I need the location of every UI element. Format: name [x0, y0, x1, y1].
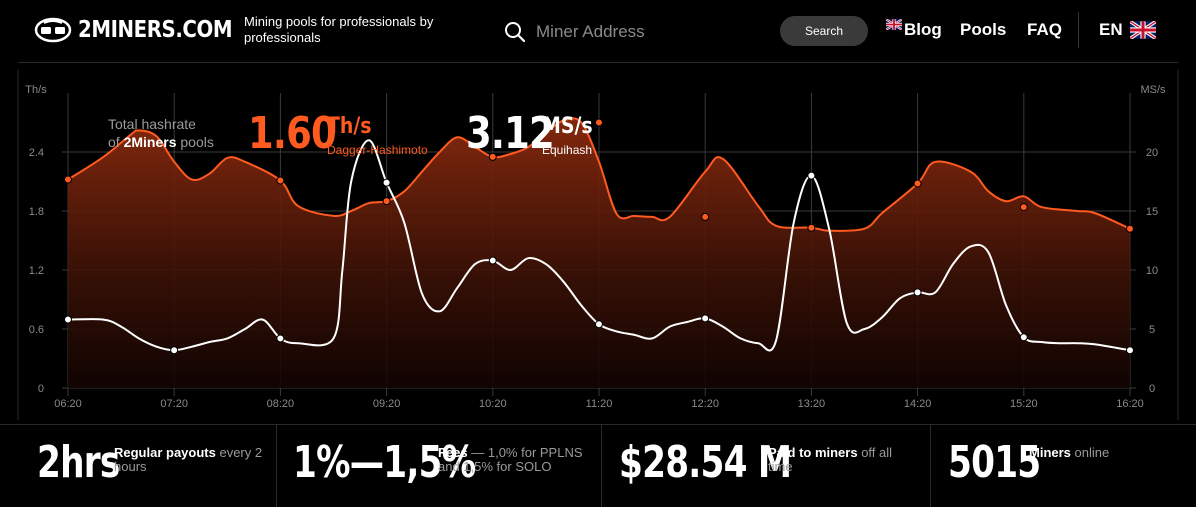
stat-number: 1%—1,5% — [293, 437, 476, 488]
stat-text: Fees — 1,0% for PPLNS and 1,5% for SOLO — [438, 445, 583, 474]
total-hashrate-line1: Total hashrate — [108, 116, 196, 132]
equihash-data-point — [594, 320, 603, 329]
stat-number: $28.54 M — [619, 437, 792, 488]
equihash-data-point — [170, 346, 179, 355]
stat-text: Paid to miners off all time — [768, 445, 893, 474]
stat-divider — [276, 425, 277, 507]
dagger-data-point — [63, 175, 72, 184]
uk-flag-icon — [886, 19, 902, 30]
equihash-data-point — [63, 315, 72, 324]
nav-divider — [1078, 12, 1079, 48]
hashrate-chart-svg: 06:20 07:20 08:20 09:20 10:20 11:20 12:20 13:20… — [17, 70, 1179, 420]
equihash-hashrate-unit: MS/s — [542, 114, 593, 139]
dagger-data-point — [382, 197, 391, 206]
stat-paid: $28.54 M Paid to miners off all time — [602, 425, 930, 507]
nav-blog[interactable]: Blog — [886, 19, 942, 40]
dagger-data-point — [594, 118, 603, 127]
dagger-hashrate-unit: Th/s — [327, 114, 372, 139]
nav-pools[interactable]: Pools — [960, 20, 1007, 39]
dagger-data-point — [1019, 203, 1028, 212]
equihash-data-point — [488, 256, 497, 265]
equihash-data-point — [913, 288, 922, 297]
left-axis-unit: Th/s — [25, 84, 47, 96]
dagger-data-point — [276, 176, 285, 185]
equihash-hashrate-value: 3.12 — [466, 108, 555, 159]
logo[interactable]: 2MINERS.COM — [34, 14, 257, 46]
right-tick-label: 5 — [1149, 324, 1155, 336]
right-tick-label: 10 — [1146, 265, 1158, 277]
brand-name: 2Miners — [123, 134, 177, 150]
equihash-data-point — [1019, 333, 1028, 342]
x-tick-label: 14:20 — [904, 398, 932, 410]
dagger-algo-label: Dagger-Hashimoto — [327, 143, 428, 157]
search-button[interactable]: Search — [780, 16, 868, 46]
x-tick-label: 16:20 — [1116, 398, 1144, 410]
dagger-data-point — [701, 212, 710, 221]
stat-fees: 1%—1,5% Fees — 1,0% for PPLNS and 1,5% f… — [277, 425, 601, 507]
equihash-data-point — [807, 171, 816, 180]
tagline: Mining pools for professionals by profes… — [244, 14, 434, 45]
x-tick-label: 11:20 — [586, 398, 613, 410]
equihash-data-point — [701, 314, 710, 323]
x-tick-label: 15:20 — [1010, 398, 1038, 410]
stat-number: 5015 — [948, 437, 1041, 488]
right-tick-label: 0 — [1149, 383, 1155, 395]
x-tick-label: 06:20 — [54, 398, 82, 410]
equihash-data-point — [1125, 346, 1134, 355]
stat-text: Miners online — [1029, 445, 1110, 460]
equihash-algo-label: Equihash — [542, 143, 593, 157]
dagger-data-point — [1125, 224, 1134, 233]
left-tick-label: 1.2 — [29, 265, 44, 277]
dagger-data-point — [807, 223, 816, 232]
left-tick-label: 0.6 — [29, 324, 44, 336]
nav-faq[interactable]: FAQ — [1027, 20, 1062, 39]
stat-miners: 5015 Miners online — [931, 425, 1196, 507]
x-tick-label: 13:20 — [798, 398, 826, 410]
right-axis-unit: MS/s — [1140, 84, 1166, 96]
miner-address-input[interactable] — [536, 22, 736, 42]
stat-divider — [601, 425, 602, 507]
dagger-hashrate-value: 1.60 — [248, 108, 337, 159]
equihash-data-point — [276, 334, 285, 343]
logo-icon — [34, 17, 72, 43]
x-tick-label: 12:20 — [691, 398, 719, 410]
language-selector[interactable]: EN — [1099, 20, 1156, 40]
site-header: 2MINERS.COM Mining pools for professiona… — [0, 0, 1196, 62]
stat-payouts: 2hrs Regular payouts every 2 hours — [0, 425, 276, 507]
nav-blog-label: Blog — [904, 20, 942, 39]
stat-text: Regular payouts every 2 hours — [114, 445, 263, 474]
total-hashrate-line2: of 2Miners pools — [108, 134, 214, 150]
header-divider — [18, 62, 1178, 63]
stat-divider — [930, 425, 931, 507]
left-tick-label: 0 — [38, 383, 44, 395]
x-tick-label: 09:20 — [373, 398, 401, 410]
left-tick-label: 1.8 — [29, 206, 44, 218]
uk-flag-icon — [1129, 21, 1156, 39]
dagger-data-point — [488, 152, 497, 161]
stats-bar: 2hrs Regular payouts every 2 hours 1%—1,… — [0, 424, 1196, 507]
left-tick-label: 2.4 — [29, 147, 44, 159]
x-tick-label: 07:20 — [160, 398, 188, 410]
total-hashrate-label: Total hashrate of 2Miners pools — [108, 115, 214, 151]
hashrate-chart: 06:20 07:20 08:20 09:20 10:20 11:20 12:20 13:20… — [0, 70, 1196, 420]
stat-number: 2hrs — [37, 437, 120, 488]
x-tick-label: 10:20 — [479, 398, 507, 410]
dagger-series-line — [67, 117, 1131, 232]
search-icon — [505, 22, 526, 43]
right-tick-label: 20 — [1146, 147, 1158, 159]
x-tick-label: 08:20 — [267, 398, 295, 410]
right-tick-label: 15 — [1146, 206, 1158, 218]
dagger-data-point — [913, 179, 922, 188]
equihash-data-point — [382, 178, 391, 187]
language-label: EN — [1099, 20, 1123, 39]
logo-text: 2MINERS.COM — [78, 17, 233, 43]
dagger-area-fill — [67, 118, 1130, 388]
search-bar — [504, 18, 764, 46]
